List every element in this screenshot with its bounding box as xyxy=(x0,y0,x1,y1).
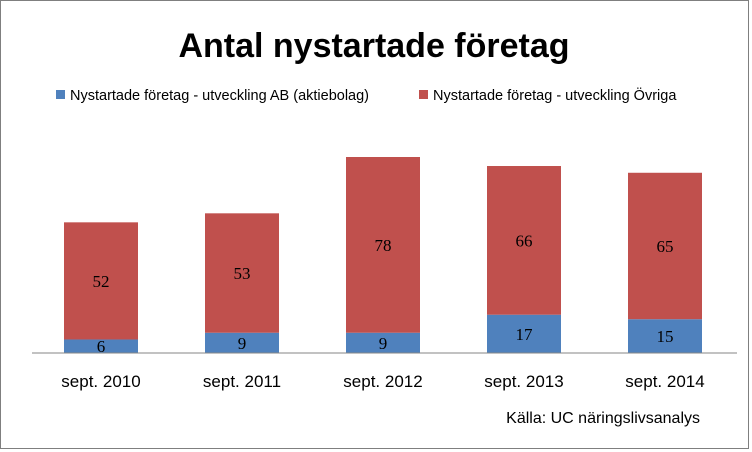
bar-segment-ovriga-0 xyxy=(64,222,138,340)
data-label-ovriga-3: 66 xyxy=(516,231,533,250)
legend-swatch-ab xyxy=(56,90,65,99)
bar-segment-ovriga-3 xyxy=(487,166,561,315)
legend-swatch-ovriga xyxy=(419,90,428,99)
data-label-ab-2: 9 xyxy=(379,334,388,353)
data-label-ab-3: 17 xyxy=(516,325,534,344)
bar-segment-ovriga-4 xyxy=(628,172,702,320)
legend: Nystartade företag - utveckling AB (akti… xyxy=(56,86,677,104)
x-tick-label-4: sept. 2014 xyxy=(625,372,704,391)
bar-segment-ab-1 xyxy=(205,332,279,353)
data-label-ovriga-0: 52 xyxy=(93,272,110,291)
plot-area: 6 52 sept. 2010 9 53 sept. 2011 9 78 sept. 2012 1… xyxy=(61,157,705,391)
x-tick-label-2: sept. 2012 xyxy=(343,372,422,391)
bar-segment-ab-0 xyxy=(64,339,138,353)
bar-segment-ovriga-1 xyxy=(205,213,279,333)
data-label-ovriga-4: 65 xyxy=(657,237,674,256)
legend-label-ab: Nystartade företag - utveckling AB (akti… xyxy=(70,88,369,104)
data-label-ab-0: 6 xyxy=(97,337,106,356)
data-label-ab-1: 9 xyxy=(238,334,247,353)
source-note: Källa: UC näringslivsanalys xyxy=(506,410,700,427)
data-label-ovriga-2: 78 xyxy=(375,236,392,255)
bar-segment-ab-3 xyxy=(487,314,561,353)
x-tick-label-0: sept. 2010 xyxy=(61,372,140,391)
x-tick-label-3: sept. 2013 xyxy=(484,372,563,391)
bar-segment-ab-4 xyxy=(628,319,702,353)
legend-label-ovriga: Nystartade företag - utveckling Övriga xyxy=(433,86,677,104)
data-label-ovriga-1: 53 xyxy=(234,264,251,283)
chart-title: Antal nystartade företag xyxy=(178,27,569,65)
bar-segment-ovriga-2 xyxy=(346,157,420,333)
data-label-ab-4: 15 xyxy=(657,327,674,346)
x-tick-label-1: sept. 2011 xyxy=(203,372,281,391)
bar-segment-ab-2 xyxy=(346,332,420,353)
